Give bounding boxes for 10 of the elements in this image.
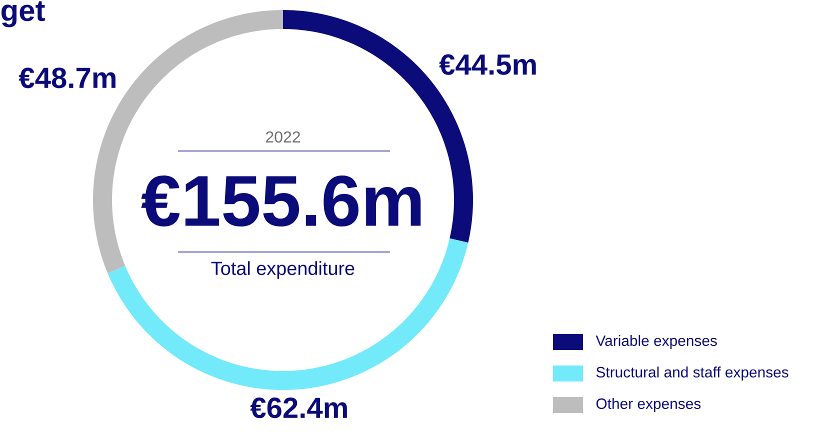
- data-label: €48.7m: [18, 68, 116, 88]
- text: €155.6m: [141, 176, 421, 226]
- text: 2022: [266, 131, 300, 143]
- data-label: €62.4m: [250, 398, 347, 418]
- legend-label: Structural and staff expenses: [596, 366, 788, 380]
- legend-label: Other expenses: [596, 398, 701, 412]
- text: Total expenditure: [211, 261, 354, 279]
- legend-label: Variable expenses: [596, 335, 717, 349]
- chart-title: get: [2, 1, 45, 28]
- data-label: €44.5m: [439, 54, 536, 75]
